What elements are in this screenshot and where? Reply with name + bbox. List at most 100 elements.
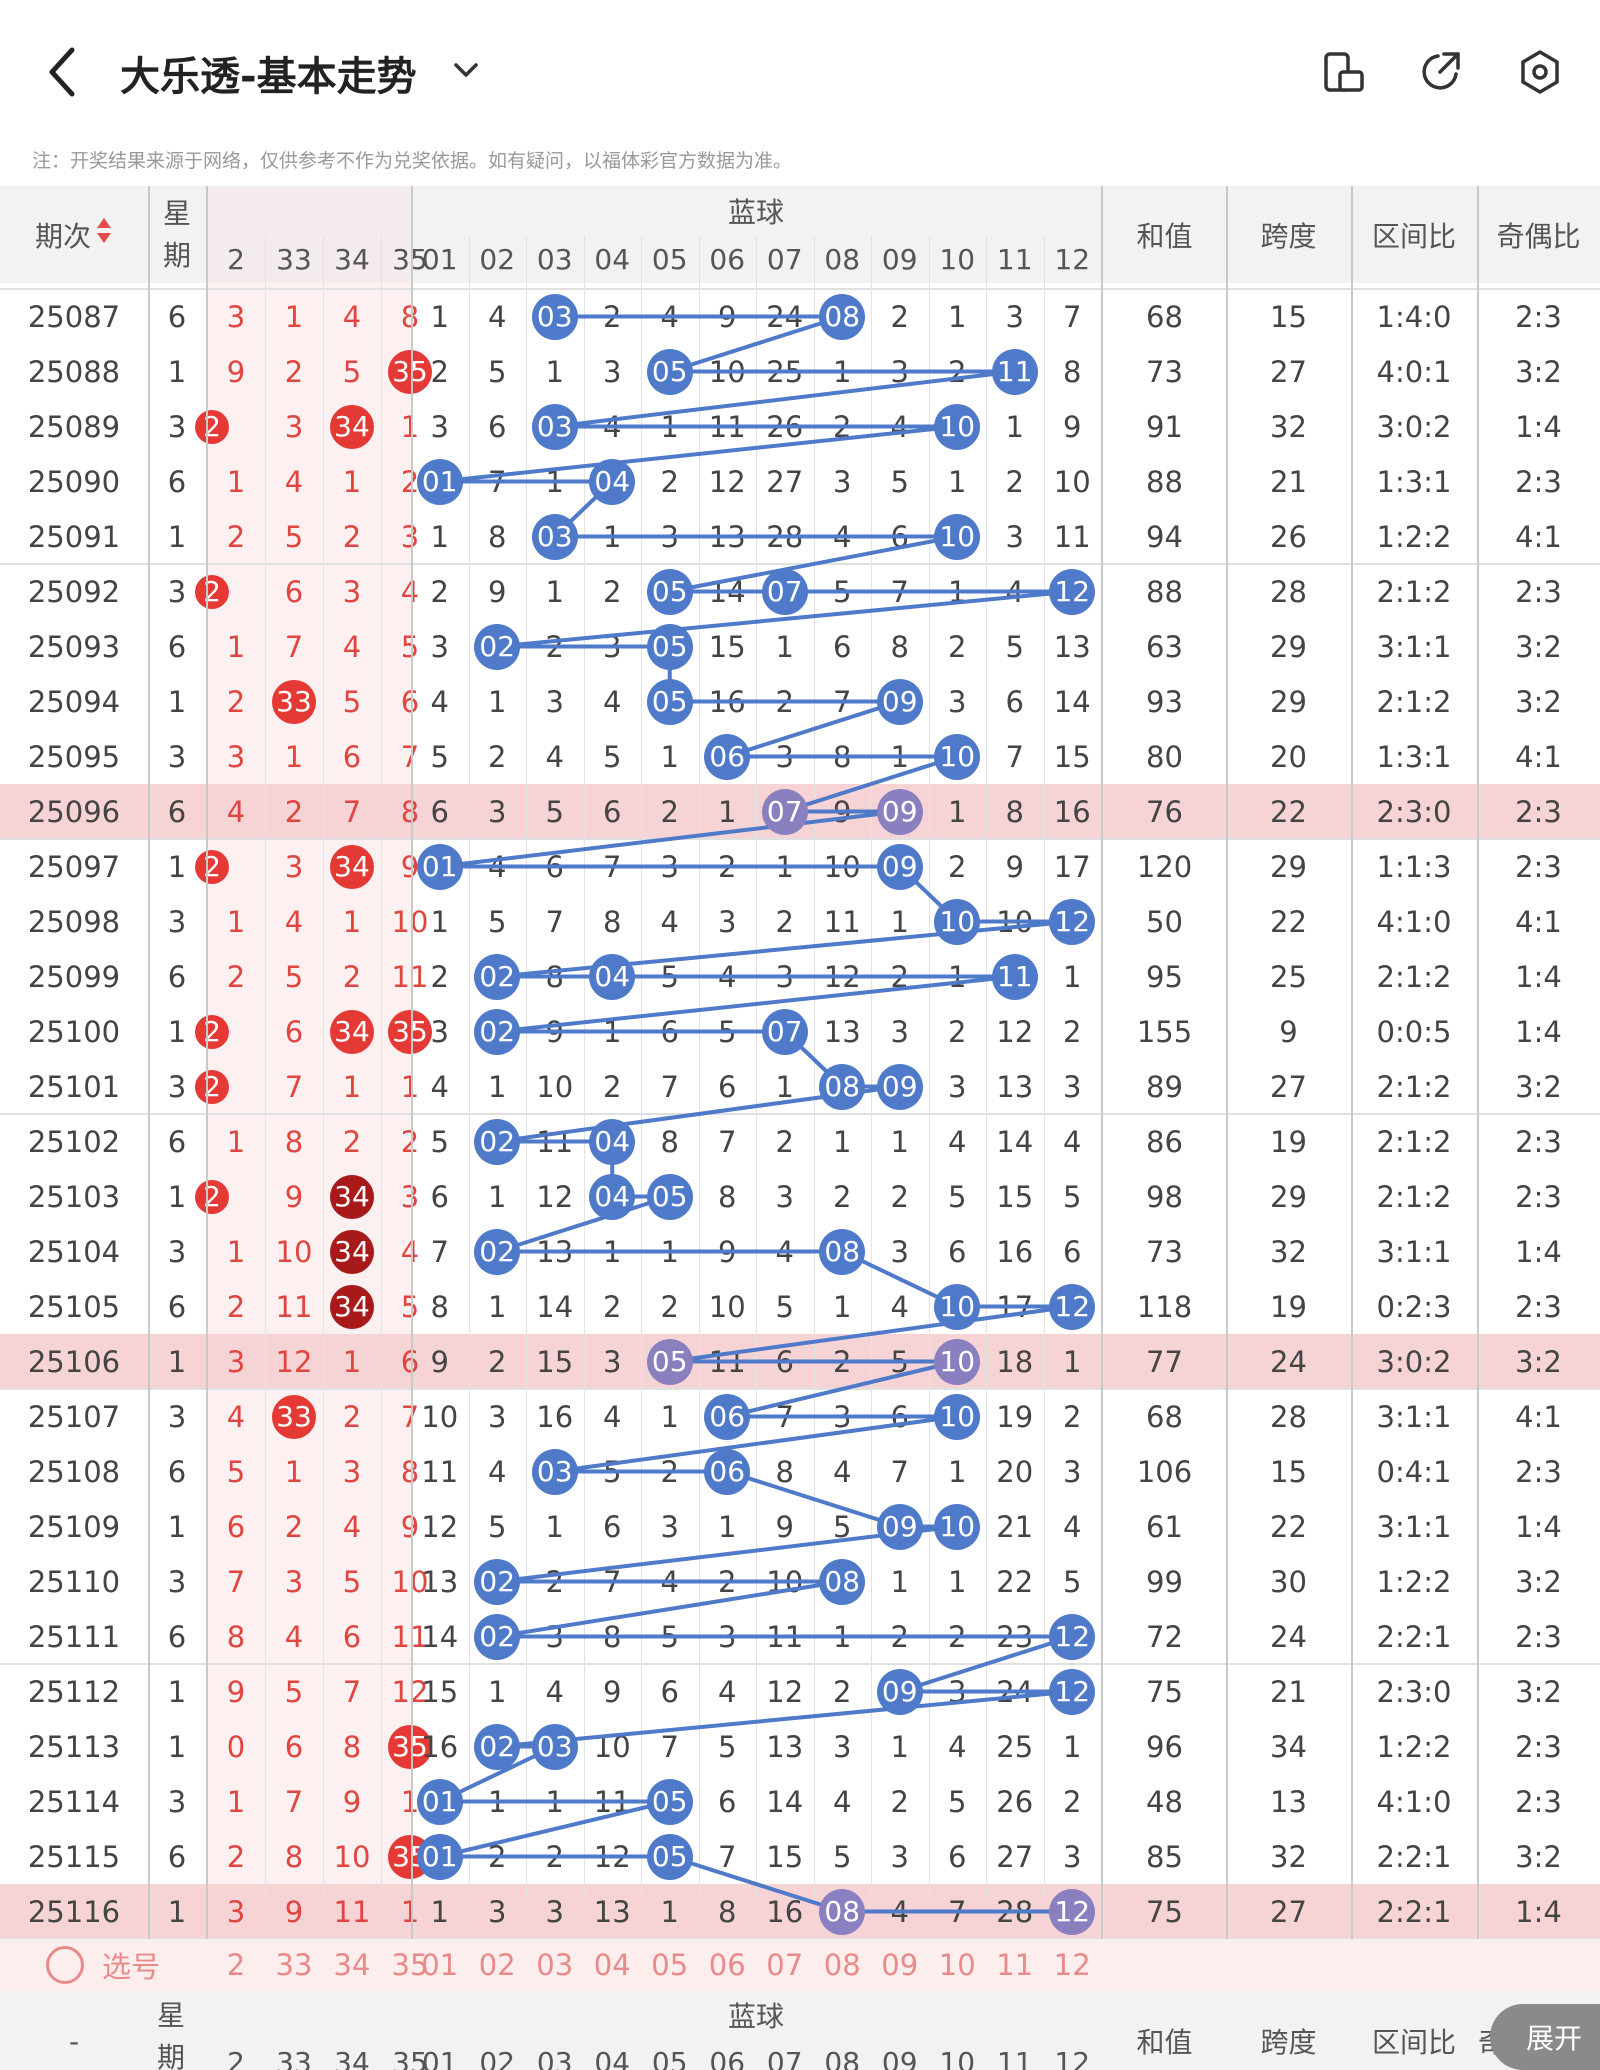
blue-miss-number: 5 [718,1729,737,1764]
red-number: 8 [284,1839,304,1874]
pick-red-34[interactable]: 34 [333,1948,371,1982]
zone-cell: 2:1:2 [1376,1179,1452,1214]
blue-ball: 11 [991,348,1038,395]
pick-blue-05[interactable]: 05 [651,1948,689,1982]
red-number: 2 [226,1839,246,1874]
footer-header-background [0,1991,1600,2070]
blue-miss-number: 5 [488,904,507,939]
share-icon[interactable] [1416,48,1464,96]
pick-blue-01[interactable]: 01 [421,1948,459,1982]
blue-ball: 06 [704,733,751,780]
blue-miss-number: 4 [948,1124,967,1159]
pick-blue-06[interactable]: 06 [708,1948,746,1982]
blue-miss-number: 3 [603,354,622,389]
blue-ball: 06 [704,1393,751,1440]
sum-cell: 91 [1146,409,1183,444]
issue-cell: 25113 [27,1729,121,1764]
blue-miss-number: 27 [996,1839,1034,1874]
issue-cell: 25091 [27,519,121,554]
issue-header[interactable]: 期次 [0,186,148,283]
oddeven-cell: 2:3 [1515,1619,1562,1654]
week-cell: 1 [167,1179,187,1214]
footer-red-col-34: 34 [334,2046,370,2070]
oddeven-cell: 2:3 [1515,1454,1562,1489]
footer-blue-group-header: 蓝球 [727,2000,784,2033]
span-cell: 29 [1270,849,1307,884]
red-ball: 35 [388,1009,432,1054]
blue-miss-number: 7 [1005,739,1024,774]
footer-sum-header: 和值 [1136,2026,1193,2059]
pick-blue-03[interactable]: 03 [536,1948,574,1982]
blue-col-divider [986,236,987,1896]
sum-cell: 94 [1146,519,1183,554]
zone-cell: 2:1:2 [1376,574,1452,609]
pick-blue-11[interactable]: 11 [996,1948,1034,1982]
red-number: 4 [400,1234,420,1269]
red-ball: 34 [330,844,374,889]
trend-line-segment [496,1579,843,1639]
blue-miss-number: 5 [833,1839,852,1874]
blue-miss-number: 3 [890,1014,909,1049]
blue-col-divider [526,236,527,1896]
red-number: 10 [391,904,429,939]
blue-miss-number: 6 [718,1069,737,1104]
page-title[interactable]: 大乐透-基本走势 [120,54,417,100]
expand-button[interactable]: 展开 [1490,2004,1600,2070]
pick-blue-08[interactable]: 08 [823,1948,861,1982]
red-col-divider [323,236,324,1896]
blue-miss-number: 3 [488,1894,507,1929]
blue-miss-number: 10 [708,1289,746,1324]
red-number: 5 [342,684,362,719]
red-number: 2 [226,684,246,719]
issue-cell: 25107 [27,1399,121,1434]
top-bar: 大乐透-基本走势 [0,0,1600,140]
chevron-left-icon[interactable] [40,42,84,102]
blue-miss-number: 14 [1053,684,1091,719]
pick-blue-09[interactable]: 09 [881,1948,919,1982]
issue-cell: 25112 [27,1674,121,1709]
blue-miss-number: 12 [536,1179,574,1214]
sort-icon[interactable] [95,216,113,253]
pick-circle-icon[interactable] [46,1946,84,1984]
blue-miss-number: 7 [718,1839,737,1874]
blue-miss-number: 9 [488,574,507,609]
pick-blue-12[interactable]: 12 [1053,1948,1091,1982]
oddeven-cell: 2:3 [1515,574,1562,609]
blue-miss-number: 2 [660,1289,679,1324]
column-divider [411,186,413,2070]
blue-miss-number: 2 [948,629,967,664]
blue-miss-number: 1 [890,904,909,939]
pick-red-33[interactable]: 33 [275,1948,313,1982]
week-cell: 3 [167,1784,187,1819]
trend-line-segment [669,314,843,374]
blue-ball: 08 [819,293,866,340]
red-number: 11 [333,1894,371,1929]
pick-red-35[interactable]: 35 [391,1948,429,1982]
red-number: 1 [342,1344,362,1379]
blue-ball: 11 [991,953,1038,1000]
pick-blue-04[interactable]: 04 [593,1948,631,1982]
week-cell: 6 [167,299,187,334]
settings-icon[interactable] [1516,48,1564,96]
pick-blue-02[interactable]: 02 [478,1948,516,1982]
blue-miss-number: 3 [430,1014,449,1049]
span-cell: 32 [1270,1234,1307,1269]
pick-red-2[interactable]: 2 [226,1948,246,1982]
blue-miss-number: 1 [660,739,679,774]
span-cell: 34 [1270,1729,1307,1764]
blue-miss-number: 1 [1063,1344,1082,1379]
blue-miss-number: 6 [603,1509,622,1544]
pick-blue-07[interactable]: 07 [766,1948,804,1982]
blue-miss-number: 4 [603,1399,622,1434]
chevron-down-icon[interactable] [448,52,484,88]
blue-miss-number: 5 [488,1509,507,1544]
blue-miss-number: 2 [660,794,679,829]
red-col-header-34: 34 [334,243,370,276]
blue-miss-number: 3 [488,794,507,829]
blue-miss-number: 1 [1063,959,1082,994]
issue-cell: 25104 [27,1234,121,1269]
blue-col-header-11: 11 [996,243,1033,276]
phone-layout-icon[interactable] [1320,48,1368,96]
pick-blue-10[interactable]: 10 [938,1948,976,1982]
